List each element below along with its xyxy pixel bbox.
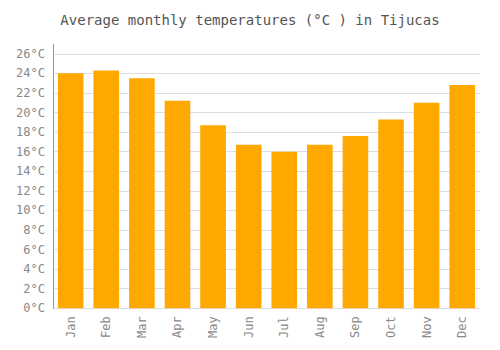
svg-text:Jul: Jul [277,316,291,338]
svg-text:Oct: Oct [384,316,398,338]
svg-text:24°C: 24°C [16,66,45,80]
svg-text:18°C: 18°C [16,125,45,139]
svg-text:Apr: Apr [170,316,184,338]
svg-text:22°C: 22°C [16,86,45,100]
svg-text:26°C: 26°C [16,47,45,61]
svg-text:Sep: Sep [348,316,362,338]
svg-text:Jun: Jun [242,316,256,338]
svg-text:6°C: 6°C [23,243,45,257]
svg-text:20°C: 20°C [16,106,45,120]
svg-text:2°C: 2°C [23,282,45,296]
svg-text:Dec: Dec [455,316,469,338]
svg-text:Nov: Nov [420,316,434,338]
svg-text:Feb: Feb [99,316,113,338]
svg-text:8°C: 8°C [23,223,45,237]
svg-text:Mar: Mar [135,316,149,338]
svg-text:Jan: Jan [64,316,78,338]
svg-text:10°C: 10°C [16,203,45,217]
svg-text:0°C: 0°C [23,301,45,315]
svg-text:Average monthly temperatures (: Average monthly temperatures (°C ) in Ti… [60,12,439,28]
svg-text:May: May [206,316,220,338]
svg-text:14°C: 14°C [16,164,45,178]
svg-text:Aug: Aug [313,316,327,338]
svg-text:12°C: 12°C [16,184,45,198]
svg-text:16°C: 16°C [16,145,45,159]
svg-text:4°C: 4°C [23,262,45,276]
